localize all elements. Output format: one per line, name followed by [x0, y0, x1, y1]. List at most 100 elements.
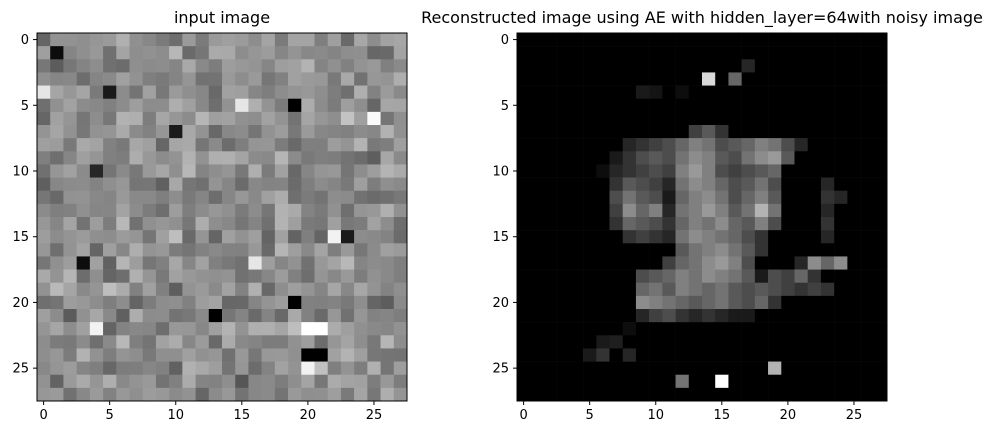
pixel-cell — [63, 295, 77, 310]
pixel-cell — [261, 72, 276, 86]
x-tick-label: 10 — [167, 408, 184, 423]
pixel-cell — [155, 138, 170, 152]
pixel-cell — [393, 177, 408, 192]
pixel-cell — [288, 269, 302, 284]
pixel-cell — [301, 177, 315, 192]
pixel-cell — [807, 111, 822, 126]
pixel-cell — [235, 203, 249, 218]
pixel-cell — [635, 177, 650, 192]
pixel-cell — [354, 217, 368, 231]
pixel-cell — [222, 33, 236, 47]
pixel-cell — [129, 230, 144, 244]
pixel-cell — [860, 295, 875, 310]
pixel-cell — [543, 335, 557, 349]
pixel-cell — [688, 72, 703, 86]
pixel-cell — [807, 190, 822, 205]
pixel-cell — [794, 46, 809, 60]
pixel-cell — [569, 59, 584, 73]
pixel-cell — [288, 177, 302, 192]
pixel-cell — [860, 361, 875, 376]
pixel-cell — [741, 256, 756, 270]
pixel-cell — [63, 322, 77, 336]
pixel-cell — [182, 125, 196, 139]
pixel-cell — [609, 125, 624, 139]
pixel-cell — [662, 374, 676, 389]
pixel-cell — [781, 322, 795, 336]
pixel-cell — [596, 374, 610, 389]
pixel-cell — [76, 125, 91, 139]
pixel-cell — [182, 230, 196, 244]
pixel-cell — [807, 33, 822, 47]
pixel-cell — [873, 203, 888, 218]
pixel-cell — [37, 295, 51, 310]
pixel-cell — [530, 98, 544, 113]
pixel-cell — [596, 387, 610, 402]
pixel-cell — [860, 387, 875, 402]
pixel-cell — [393, 295, 408, 310]
pixel-cell — [37, 72, 51, 86]
pixel-cell — [155, 203, 170, 218]
pixel-cell — [89, 98, 104, 113]
pixel-cell — [63, 203, 77, 218]
pixel-cell — [182, 85, 196, 100]
pixel-cell — [354, 59, 368, 73]
pixel-cell — [63, 33, 77, 47]
pixel-cell — [635, 243, 650, 257]
pixel-cell — [76, 190, 91, 205]
pixel-cell — [37, 309, 51, 323]
pixel-cell — [622, 190, 637, 205]
pixel-cell — [50, 33, 64, 47]
pixel-cell — [768, 33, 782, 47]
pixel-cell — [847, 125, 861, 139]
pixel-cell — [649, 230, 663, 244]
pixel-cell — [103, 177, 117, 192]
pixel-cell — [794, 387, 809, 402]
pixel-cell — [622, 295, 637, 310]
pixel-cell — [834, 230, 848, 244]
pixel-cell — [688, 335, 703, 349]
pixel-cell — [649, 243, 663, 257]
pixel-cell — [569, 217, 584, 231]
pixel-cell — [781, 374, 795, 389]
pixel-cell — [622, 309, 637, 323]
pixel-cell — [354, 309, 368, 323]
pixel-cell — [393, 138, 408, 152]
pixel-cell — [182, 72, 196, 86]
pixel-cell — [675, 98, 690, 113]
pixel-cell — [195, 256, 210, 270]
pixel-cell — [715, 387, 729, 402]
pixel-cell — [873, 217, 888, 231]
pixel-cell — [807, 177, 822, 192]
pixel-cell — [556, 309, 571, 323]
pixel-cell — [393, 322, 408, 336]
pixel-cell — [367, 85, 381, 100]
pixel-cell — [142, 98, 157, 113]
pixel-cell — [367, 282, 381, 297]
pixel-cell — [182, 243, 196, 257]
pixel-cell — [142, 138, 157, 152]
pixel-cell — [741, 374, 756, 389]
pixel-cell — [63, 151, 77, 165]
pixel-cell — [530, 111, 544, 126]
pixel-cell — [248, 125, 262, 139]
pixel-cell — [807, 59, 822, 73]
pixel-cell — [702, 309, 716, 323]
pixel-cell — [569, 46, 584, 60]
pixel-cell — [543, 387, 557, 402]
pixel-cell — [583, 111, 597, 126]
pixel-cell — [50, 111, 64, 126]
pixel-cell — [103, 256, 117, 270]
pixel-cell — [596, 309, 610, 323]
pixel-cell — [754, 85, 769, 100]
pixel-cell — [807, 322, 822, 336]
pixel-cell — [675, 111, 690, 126]
pixel-cell — [834, 387, 848, 402]
pixel-cell — [860, 138, 875, 152]
pixel-cell — [169, 138, 183, 152]
pixel-cell — [622, 230, 637, 244]
pixel-cell — [768, 217, 782, 231]
pixel-cell — [208, 138, 223, 152]
pixel-cell — [208, 282, 223, 297]
pixel-cell — [728, 125, 742, 139]
